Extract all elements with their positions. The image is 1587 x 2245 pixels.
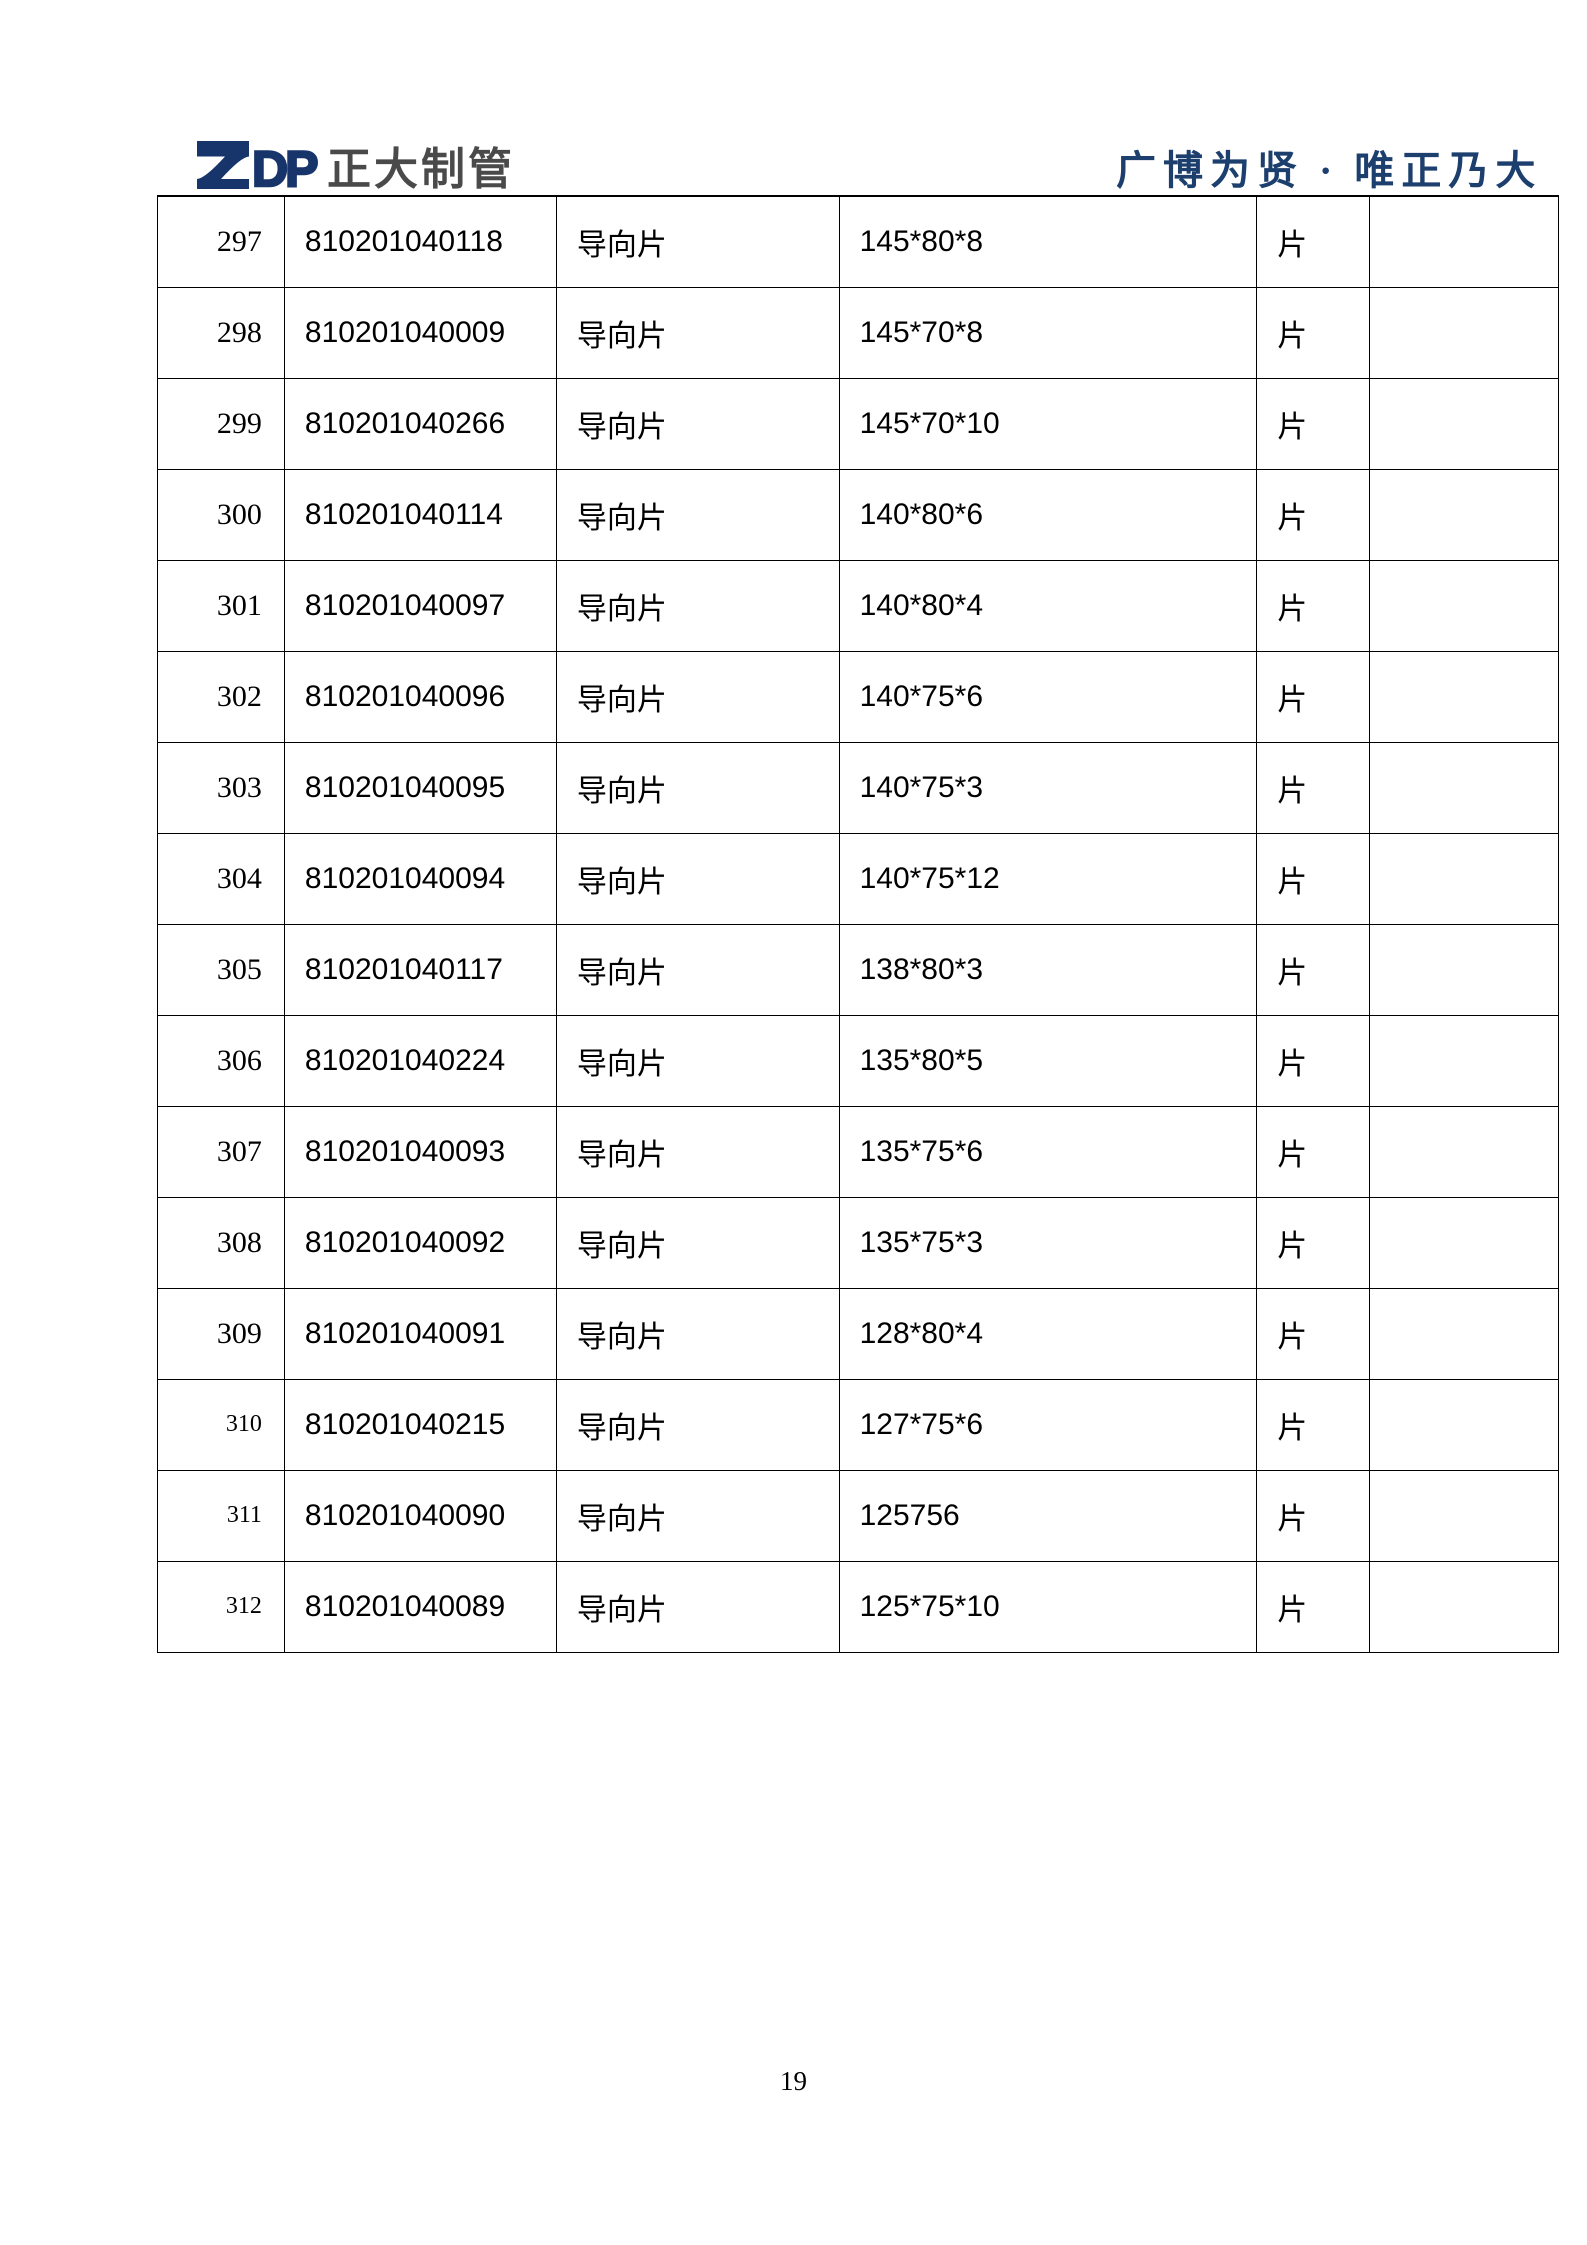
svg-text:DP: DP [252,141,317,197]
